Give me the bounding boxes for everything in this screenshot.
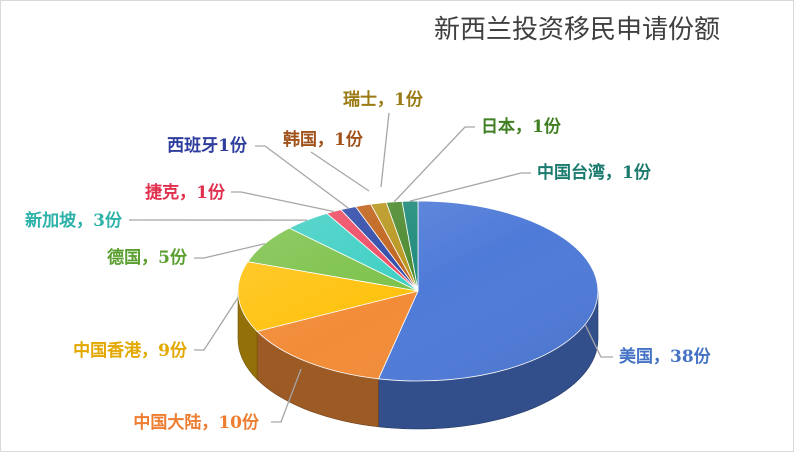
leader-line-9	[393, 126, 475, 203]
data-label-0: 美国，38份	[619, 346, 712, 367]
leader-line-6	[255, 145, 349, 209]
data-label-7: 韩国，1份	[283, 129, 364, 150]
leader-line-0	[584, 324, 613, 358]
data-label-6: 西班牙1份	[167, 135, 248, 156]
data-label-1: 中国大陆，10份	[133, 412, 260, 433]
data-label-9: 日本，1份	[481, 116, 562, 137]
data-label-10: 中国台湾，1份	[537, 162, 652, 183]
pie-top-sheen	[238, 201, 598, 381]
data-label-3: 德国，5份	[107, 247, 188, 268]
leader-line-2	[194, 296, 239, 351]
data-label-5: 捷克，1份	[145, 182, 226, 203]
pie-tops	[237, 200, 599, 382]
leader-line-7	[310, 151, 370, 192]
leader-line-3	[194, 243, 265, 259]
leader-lines	[129, 112, 613, 423]
data-label-4: 新加坡，3份	[25, 210, 123, 231]
leader-line-5	[231, 191, 334, 213]
data-label-2: 中国香港，9份	[73, 340, 188, 361]
leader-line-10	[409, 172, 531, 202]
leader-line-1	[271, 368, 302, 423]
chart-title: 新西兰投资移民申请份额	[434, 15, 720, 45]
leader-line-8	[380, 112, 390, 188]
data-label-8: 瑞士，1份	[343, 89, 424, 110]
